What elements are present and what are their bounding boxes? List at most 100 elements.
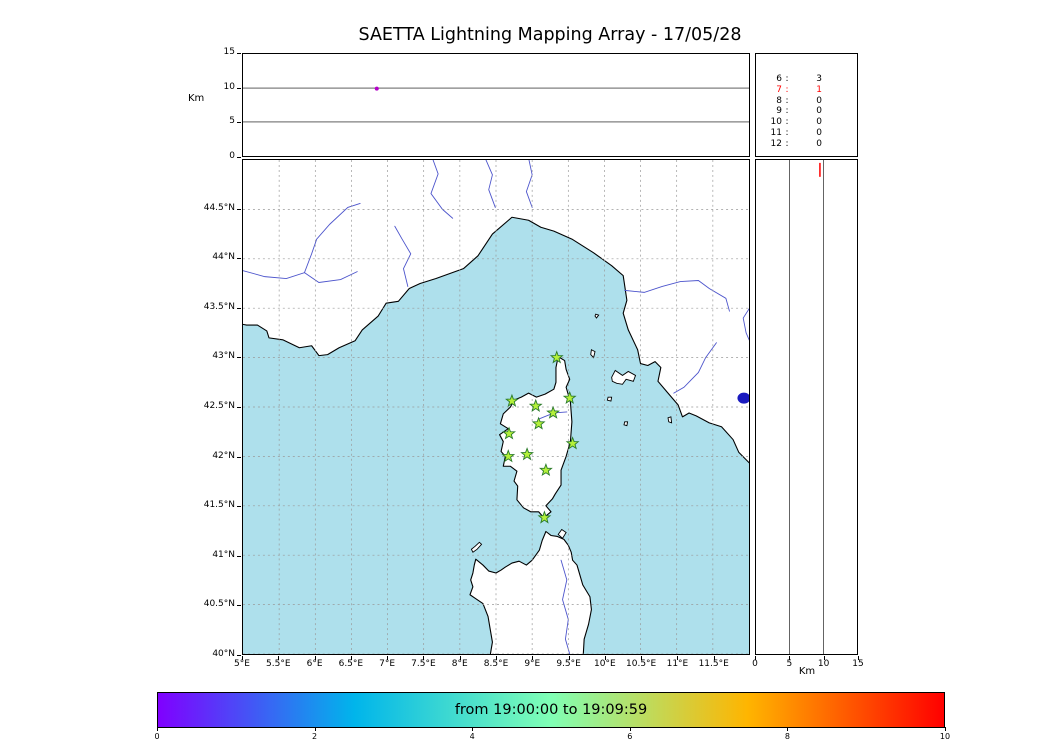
station-count-key: 9 [776, 106, 782, 117]
alt-lat-canvas [789, 160, 824, 654]
station-marker [537, 510, 552, 524]
lon-tick-mark [568, 656, 570, 660]
altitude-longitude-panel [242, 53, 750, 157]
station-count-row: 8: 0 [766, 96, 857, 107]
lon-tick-mark [713, 656, 715, 660]
coastline-island [623, 421, 629, 427]
station-count-row: 7: 1 [766, 85, 857, 96]
station-count-value: 0 [816, 106, 822, 117]
lon-tick-label: 7°E [379, 659, 396, 669]
colorbar-tick-mark [314, 727, 316, 731]
station-marker [546, 405, 560, 419]
colorbar-tick-mark [787, 727, 789, 731]
altitude-axis-label-left: Km [188, 93, 205, 104]
lon-tick-mark [350, 656, 352, 660]
altitude-tick-label: 10 [223, 81, 235, 92]
station-count-value: 0 [816, 138, 822, 149]
lat-tick-mark [237, 357, 241, 359]
lon-tick-label: 9°E [524, 659, 541, 669]
station-marker [562, 390, 577, 404]
colorbar-tick-label: 0 [154, 732, 160, 741]
figure-title: SAETTA Lightning Mapping Array - 17/05/2… [358, 25, 742, 45]
river [624, 280, 730, 312]
colon: : [785, 106, 789, 117]
lon-tick-mark [387, 656, 389, 660]
km-tick-mark [858, 656, 859, 660]
colon: : [785, 84, 789, 95]
station-marker [505, 393, 519, 407]
colorbar-tick-label: 4 [469, 732, 475, 741]
altitude-tick-label: 15 [223, 47, 235, 57]
km-tick-label: 10 [817, 659, 830, 669]
colorbar-tick-mark [157, 727, 158, 731]
lon-tick-label: 8.5°E [483, 659, 509, 669]
lat-tick-mark [237, 307, 241, 309]
lon-tick-label: 10°E [594, 659, 616, 669]
colorbar-tick-label: 8 [784, 732, 790, 741]
lon-tick-label: 6.5°E [338, 659, 364, 669]
station-marker [565, 436, 580, 450]
station-count-key: 10 [770, 117, 782, 128]
lat-tick-label: 42.5°N [203, 401, 235, 411]
colorbar-label: from 19:00:00 to 19:09:59 [454, 702, 648, 718]
coastline-island [606, 396, 613, 402]
lat-tick-label: 43.5°N [203, 301, 235, 312]
station-marker [539, 462, 553, 477]
station-marker [531, 416, 546, 430]
station-count-row: 12: 0 [766, 139, 857, 150]
station-marker [528, 398, 543, 412]
altitude-tick-mark [237, 157, 241, 158]
lon-tick-mark [496, 656, 497, 660]
lightning-source-point [374, 86, 379, 91]
coastline-island [590, 349, 596, 359]
lat-tick-label: 41°N [212, 549, 235, 560]
coastline-island [611, 369, 637, 385]
station-count-panel: 6: 3 7: 1 8: 0 9: 0 10: 0 11: 0 12: 0 [755, 53, 858, 157]
colorbar-tick-label: 10 [939, 732, 951, 741]
station-count-key: 8 [776, 95, 782, 106]
lon-tick-label: 5.5°E [266, 659, 291, 669]
lon-tick-mark [641, 656, 643, 660]
km-tick-mark [755, 656, 756, 660]
lat-tick-mark [237, 555, 241, 557]
km-tick-label: 15 [852, 659, 864, 669]
station-count-row: 6: 3 [766, 74, 857, 85]
station-count-value: 0 [816, 127, 822, 138]
map-canvas [243, 160, 749, 654]
lon-tick-mark [242, 656, 243, 660]
station-count-key: 7 [776, 84, 782, 95]
lat-tick-label: 42°N [212, 450, 235, 461]
lake-bolsena [737, 392, 749, 404]
river [560, 559, 571, 654]
coastline-mainland [243, 160, 749, 464]
altitude-tick-mark [237, 122, 241, 124]
river [673, 342, 717, 394]
river [243, 202, 361, 279]
altitude-axis-label-bottom: Km [798, 666, 816, 677]
km-tick-label: 0 [752, 659, 758, 669]
coastline-corsica [499, 356, 573, 519]
station-count-key: 12 [770, 138, 782, 149]
lat-tick-label: 40°N [212, 649, 235, 659]
time-colorbar: from 19:00:00 to 19:09:59 [157, 692, 945, 728]
lon-tick-mark [459, 656, 461, 660]
lon-tick-label: 11.5°E [698, 659, 729, 669]
lat-tick-label: 40.5°N [203, 599, 235, 610]
lat-tick-mark [237, 456, 241, 458]
colorbar-tick-label: 6 [627, 732, 633, 741]
coastline-island [667, 416, 673, 424]
lon-tick-mark [278, 656, 280, 660]
station-marker [520, 447, 534, 461]
river [485, 160, 496, 208]
lon-tick-mark [677, 656, 679, 660]
altitude-tick-label: 5 [229, 116, 235, 127]
station-marker [501, 449, 516, 463]
lat-tick-label: 44°N [212, 252, 235, 263]
station-count-value: 3 [816, 74, 822, 84]
station-count-value: 0 [816, 117, 822, 128]
map-panel [242, 159, 750, 655]
altitude-latitude-panel [755, 159, 858, 655]
station-marker [549, 350, 564, 364]
km-tick-mark [789, 656, 791, 660]
colorbar-tick-label: 2 [312, 732, 318, 741]
